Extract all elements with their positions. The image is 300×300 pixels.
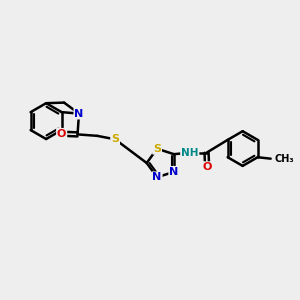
Text: S: S (111, 134, 119, 144)
Text: N: N (74, 109, 84, 118)
Text: S: S (153, 144, 161, 154)
Text: N: N (152, 172, 162, 182)
Text: O: O (57, 129, 66, 139)
Text: O: O (202, 162, 212, 172)
Text: N: N (169, 167, 178, 177)
Text: NH: NH (181, 148, 199, 158)
Text: CH₃: CH₃ (274, 154, 294, 164)
